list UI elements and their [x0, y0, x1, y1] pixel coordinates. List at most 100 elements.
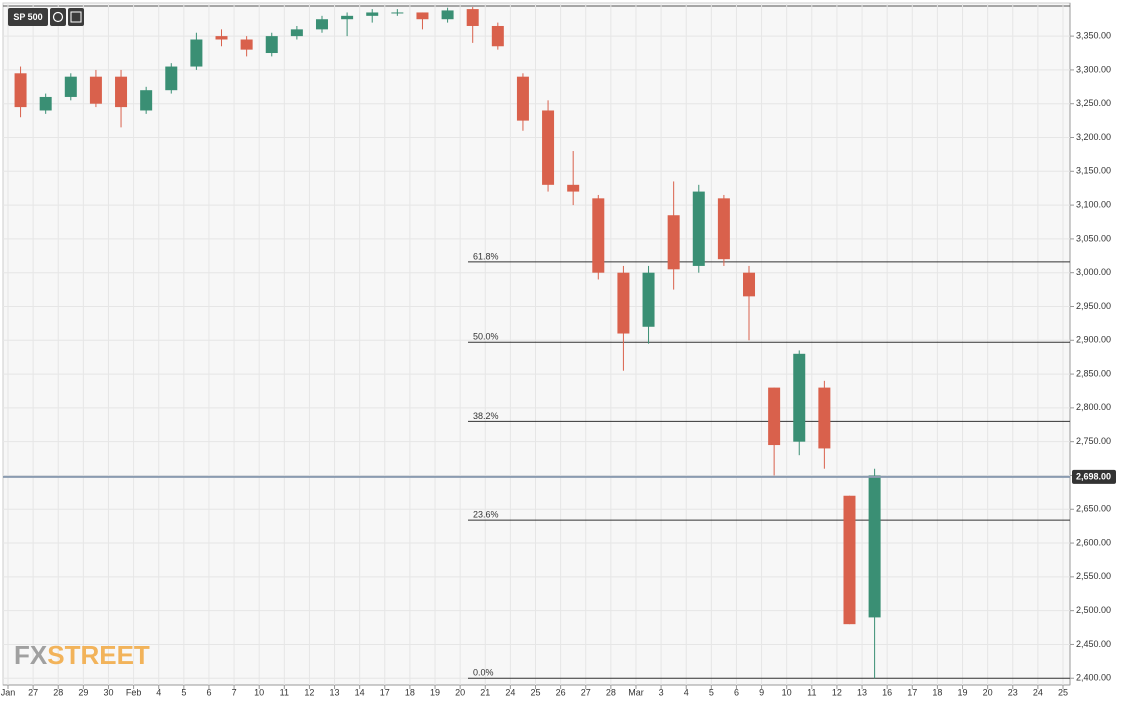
- candle-body: [140, 90, 153, 111]
- y-tick-label: 2,950.00: [1076, 301, 1111, 311]
- refresh-button[interactable]: [50, 8, 66, 26]
- y-tick-label: 2,450.00: [1076, 639, 1111, 649]
- x-tick-label: 21: [480, 687, 490, 697]
- x-tick-label: 11: [280, 687, 289, 697]
- x-tick-label: 4: [156, 687, 161, 697]
- plot-area: [2, 2, 1071, 686]
- candle-body: [190, 39, 203, 67]
- candle-body: [466, 9, 479, 26]
- x-tick-label: 13: [330, 687, 340, 697]
- candle-body: [793, 353, 806, 442]
- watermark: FXSTREET: [14, 640, 150, 670]
- candle-body: [843, 495, 856, 625]
- candle-body: [743, 272, 756, 297]
- x-tick-label: 24: [505, 687, 515, 697]
- candle-body: [567, 184, 580, 192]
- candle-body: [391, 12, 404, 14]
- fib-level-label: 0.0%: [473, 668, 494, 678]
- x-tick-label: Feb: [126, 687, 142, 697]
- candle-body: [868, 475, 881, 618]
- candle-body: [215, 36, 228, 40]
- y-tick-label: 2,750.00: [1076, 436, 1111, 446]
- y-tick-label: 2,850.00: [1076, 368, 1111, 378]
- watermark-fx: FX: [14, 640, 48, 670]
- x-tick-label: 4: [684, 687, 689, 697]
- x-tick-label: 16: [882, 687, 892, 697]
- y-tick-label: 2,400.00: [1076, 673, 1111, 683]
- y-tick-label: 2,500.00: [1076, 605, 1111, 615]
- candle-body: [265, 36, 278, 54]
- x-tick-label: 6: [206, 687, 211, 697]
- y-tick-label: 3,100.00: [1076, 199, 1111, 209]
- candle-body: [341, 15, 354, 20]
- x-tick-label: 9: [759, 687, 764, 697]
- candle-body: [667, 215, 680, 270]
- x-tick-label: 29: [78, 687, 88, 697]
- x-tick-label: 10: [254, 687, 264, 697]
- candle-body: [592, 198, 605, 273]
- x-tick-label: 14: [355, 687, 365, 697]
- fib-level-label: 61.8%: [473, 251, 499, 261]
- candle-body: [315, 19, 328, 30]
- candle-body: [366, 12, 379, 16]
- symbol-box[interactable]: [8, 8, 48, 26]
- x-tick-label: 27: [28, 687, 38, 697]
- x-tick-label: 18: [932, 687, 942, 697]
- candle-body: [115, 76, 128, 108]
- y-tick-label: 2,600.00: [1076, 537, 1111, 547]
- candle-body: [717, 198, 730, 260]
- x-tick-label: 25: [530, 687, 540, 697]
- x-tick-label: 24: [1033, 687, 1043, 697]
- y-tick-label: 3,250.00: [1076, 98, 1111, 108]
- chart-type-button[interactable]: [68, 8, 84, 26]
- x-tick-label: 13: [857, 687, 867, 697]
- last-price-box: [1072, 469, 1116, 484]
- x-tick-label: 30: [103, 687, 113, 697]
- y-tick-label: 2,650.00: [1076, 504, 1111, 514]
- y-tick-label: 3,150.00: [1076, 166, 1111, 176]
- x-tick-label: 10: [782, 687, 792, 697]
- x-tick-label: 17: [380, 687, 390, 697]
- candle-body: [290, 29, 303, 37]
- x-tick-label: 7: [232, 687, 237, 697]
- y-tick-label: 3,000.00: [1076, 267, 1111, 277]
- x-tick-label: 25: [1058, 687, 1068, 697]
- candle-body: [441, 10, 454, 20]
- fib-level-label: 23.6%: [473, 509, 499, 519]
- series-layer: 2,400.00 2,450.00 2,500.00 2,550.00 2,600.00…: [1, 3, 1116, 697]
- candle-body: [818, 387, 831, 449]
- y-tick-label: 2,900.00: [1076, 335, 1111, 345]
- last-price-label: 2,698.00: [1076, 472, 1111, 482]
- x-tick-label: Mar: [628, 687, 644, 697]
- symbol-label[interactable]: SP 500: [13, 12, 42, 22]
- x-tick-label: 18: [405, 687, 415, 697]
- refresh-icon: [52, 11, 64, 23]
- candle-body: [64, 76, 77, 97]
- x-tick-label: 26: [556, 687, 566, 697]
- candle-body: [165, 66, 178, 91]
- x-tick-label: 19: [430, 687, 440, 697]
- candle-body: [491, 25, 504, 47]
- x-tick-label: 5: [709, 687, 714, 697]
- x-tick-label: 28: [53, 687, 63, 697]
- y-tick-label: 3,050.00: [1076, 233, 1111, 243]
- watermark-street: STREET: [47, 640, 150, 670]
- x-tick-label: Jan: [1, 687, 16, 697]
- y-tick-label: 2,800.00: [1076, 402, 1111, 412]
- x-tick-label: 28: [606, 687, 616, 697]
- x-tick-label: 20: [983, 687, 993, 697]
- x-tick-label: 20: [455, 687, 465, 697]
- x-tick-label: 6: [734, 687, 739, 697]
- x-tick-label: 17: [907, 687, 917, 697]
- x-tick-label: 27: [581, 687, 591, 697]
- x-tick-label: 12: [832, 687, 842, 697]
- chart-type-icon: [70, 11, 82, 23]
- candle-body: [39, 96, 52, 111]
- candle-body: [14, 73, 27, 108]
- y-tick-label: 2,550.00: [1076, 571, 1111, 581]
- candle-body: [768, 387, 781, 446]
- x-tick-label: 11: [807, 687, 816, 697]
- candle-body: [542, 110, 555, 185]
